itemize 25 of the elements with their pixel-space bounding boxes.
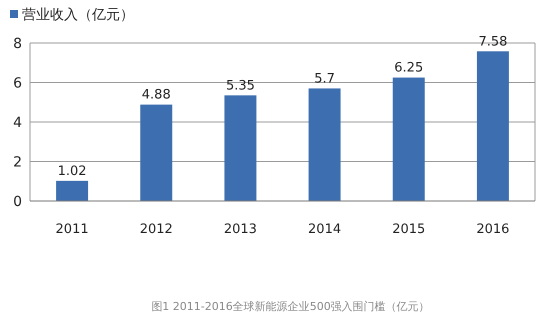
y-tick-label: 0 [13,194,22,210]
y-tick-label: 6 [13,76,22,92]
x-tick-label: 2016 [476,222,510,237]
y-tick-label: 4 [13,115,22,131]
data-label: 5.35 [226,78,255,94]
data-label: 1.02 [58,164,87,179]
x-tick-label: 2011 [56,222,89,237]
bar [476,51,509,201]
x-tick-label: 2012 [140,222,173,237]
bar [224,95,256,201]
data-label: 4.88 [142,88,171,103]
data-label: 6.25 [394,60,424,76]
legend-label: 营业收入（亿元） [22,7,134,23]
y-tick-label: 2 [13,154,22,170]
bar [308,88,341,201]
bar [392,78,425,201]
x-tick-label: 2014 [308,222,342,237]
data-label: 5.7 [314,71,335,86]
bar [140,104,172,201]
data-label: 7.58 [478,34,508,50]
x-tick-label: 2013 [224,222,257,237]
bar [56,180,88,201]
y-tick-label: 8 [13,36,22,52]
x-tick-label: 2015 [392,222,426,237]
caption: 图1 2011-2016全球新能源企业500强入围门槛（亿元） [151,300,430,313]
